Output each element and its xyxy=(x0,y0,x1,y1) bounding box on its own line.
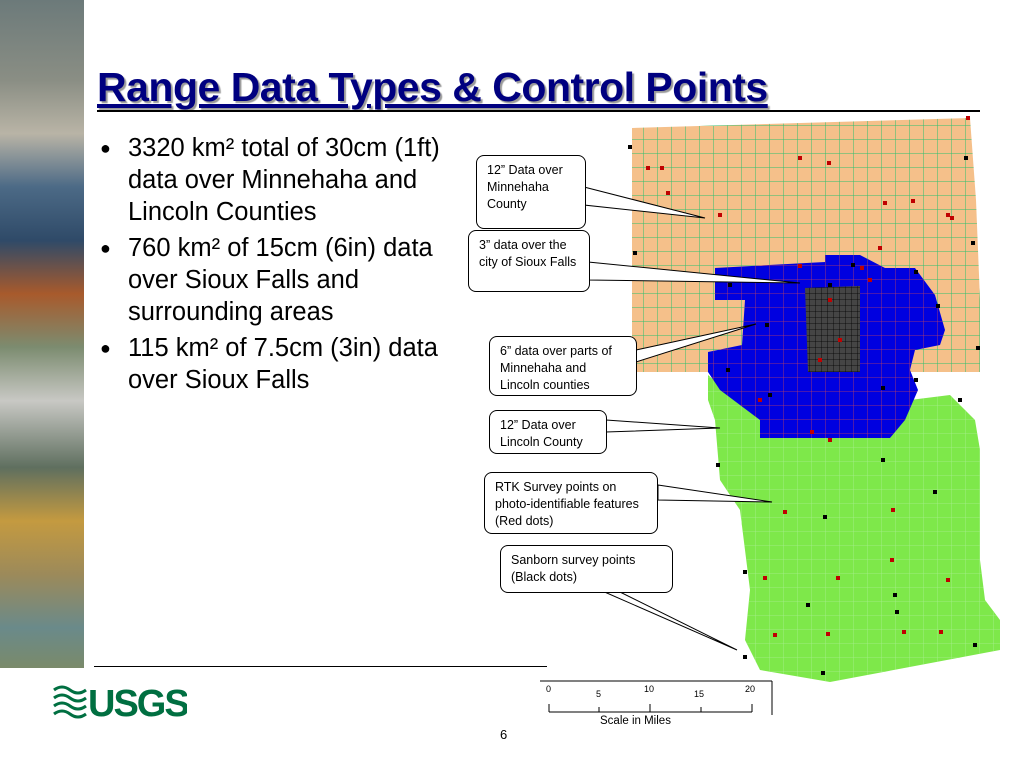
rtk-survey-point xyxy=(718,213,722,217)
callout-sanborn-points: Sanborn survey points (Black dots) xyxy=(500,545,673,593)
title-divider xyxy=(97,110,980,112)
callout-rtk-points: RTK Survey points on photo-identifiable … xyxy=(484,472,658,534)
sanborn-survey-point xyxy=(743,570,747,574)
sanborn-survey-point xyxy=(964,156,968,160)
callout-minnehaha-12in: 12” Data over Minnehaha County xyxy=(476,155,586,229)
sanborn-survey-point xyxy=(914,378,918,382)
rtk-survey-point xyxy=(946,578,950,582)
sanborn-survey-point xyxy=(895,610,899,614)
sanborn-survey-point xyxy=(914,270,918,274)
bullet-item: 760 km² of 15cm (6in) data over Sioux Fa… xyxy=(100,232,470,328)
sanborn-survey-point xyxy=(893,593,897,597)
scale-label: Scale in Miles xyxy=(600,715,671,728)
sanborn-survey-point xyxy=(768,393,772,397)
sanborn-survey-point xyxy=(726,368,730,372)
rtk-survey-point xyxy=(946,213,950,217)
lincoln-county-region xyxy=(708,375,1000,682)
sanborn-survey-point xyxy=(728,283,732,287)
sanborn-survey-point xyxy=(806,603,810,607)
sanborn-survey-point xyxy=(628,145,632,149)
scale-tick: 5 xyxy=(596,689,601,699)
usgs-logo: USGS xyxy=(52,680,190,725)
sanborn-survey-point xyxy=(765,323,769,327)
rtk-survey-point xyxy=(798,264,802,268)
bullet-list: 3320 km² total of 30cm (1ft) data over M… xyxy=(100,132,470,400)
sanborn-survey-point xyxy=(821,671,825,675)
callout-6in-parts: 6” data over parts of Minnehaha and Linc… xyxy=(489,336,637,396)
callout-sioux-falls-3in: 3” data over the city of Sioux Falls xyxy=(468,230,590,292)
sanborn-survey-point xyxy=(971,241,975,245)
scale-tick: 10 xyxy=(644,684,654,694)
rtk-survey-point xyxy=(810,430,814,434)
sanborn-survey-point xyxy=(881,386,885,390)
rtk-survey-point xyxy=(826,632,830,636)
sanborn-survey-point xyxy=(716,463,720,467)
callout-pointers xyxy=(583,186,801,651)
rtk-survey-point xyxy=(646,166,650,170)
scale-tick: 20 xyxy=(745,684,755,694)
rtk-survey-point xyxy=(883,201,887,205)
rtk-survey-point xyxy=(660,166,664,170)
callout-lincoln-12in: 12” Data over Lincoln County xyxy=(489,410,607,454)
svg-text:USGS: USGS xyxy=(88,683,187,720)
slide-title: Range Data Types & Control Points xyxy=(97,64,768,110)
scale-tick: 15 xyxy=(694,689,704,699)
photo-collage-strip xyxy=(0,0,84,668)
footer-divider xyxy=(94,666,547,667)
sanborn-survey-point xyxy=(851,263,855,267)
rtk-survey-point xyxy=(902,630,906,634)
rtk-survey-point xyxy=(828,298,832,302)
sanborn-survey-point xyxy=(973,643,977,647)
sanborn-survey-point xyxy=(976,346,980,350)
rtk-survey-point xyxy=(828,438,832,442)
rtk-survey-point xyxy=(950,216,954,220)
rtk-survey-point xyxy=(860,266,864,270)
rtk-survey-point xyxy=(911,199,915,203)
three-inch-data-region xyxy=(805,286,860,372)
rtk-survey-point xyxy=(890,558,894,562)
sanborn-survey-point xyxy=(828,283,832,287)
rtk-survey-point xyxy=(763,576,767,580)
map-scale-bar: 0 5 10 15 20 Scale in Miles xyxy=(540,675,780,728)
rtk-survey-point xyxy=(868,278,872,282)
rtk-survey-point xyxy=(878,246,882,250)
bullet-item: 115 km² of 7.5cm (3in) data over Sioux F… xyxy=(100,332,470,396)
sanborn-survey-point xyxy=(633,251,637,255)
sanborn-survey-point xyxy=(936,304,940,308)
rtk-survey-point xyxy=(783,510,787,514)
rtk-survey-point xyxy=(818,358,822,362)
sanborn-survey-point xyxy=(743,655,747,659)
page-number: 6 xyxy=(500,727,508,742)
rtk-survey-point xyxy=(666,191,670,195)
sanborn-survey-point xyxy=(933,490,937,494)
rtk-survey-point xyxy=(891,508,895,512)
rtk-survey-point xyxy=(827,161,831,165)
rtk-survey-point xyxy=(758,398,762,402)
sanborn-survey-point xyxy=(958,398,962,402)
rtk-survey-point xyxy=(966,116,970,120)
sanborn-survey-point xyxy=(881,458,885,462)
rtk-survey-point xyxy=(773,633,777,637)
rtk-survey-point xyxy=(836,576,840,580)
rtk-survey-point xyxy=(939,630,943,634)
sanborn-survey-point xyxy=(823,515,827,519)
bullet-item: 3320 km² total of 30cm (1ft) data over M… xyxy=(100,132,470,228)
rtk-survey-point xyxy=(798,156,802,160)
scale-tick: 0 xyxy=(546,684,551,694)
rtk-survey-point xyxy=(838,338,842,342)
